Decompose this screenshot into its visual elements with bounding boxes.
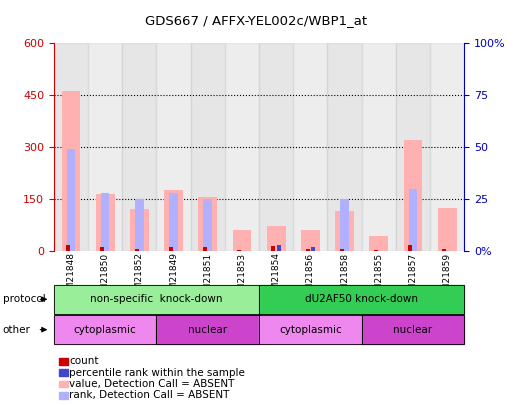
Bar — [267, 226, 286, 251]
Bar — [301, 230, 320, 251]
Bar — [203, 247, 207, 251]
Bar — [335, 211, 354, 251]
Bar — [232, 230, 251, 251]
Text: cytoplasmic: cytoplasmic — [279, 325, 342, 335]
Bar — [134, 249, 139, 251]
Bar — [396, 43, 430, 251]
Bar — [340, 199, 349, 251]
Bar — [327, 43, 362, 251]
Bar — [204, 199, 212, 251]
Bar — [362, 43, 396, 251]
Text: nuclear: nuclear — [393, 325, 432, 335]
Bar — [54, 43, 88, 251]
Bar — [408, 245, 412, 251]
Bar — [277, 245, 281, 251]
Text: protocol: protocol — [3, 294, 45, 304]
Text: value, Detection Call = ABSENT: value, Detection Call = ABSENT — [69, 379, 234, 389]
Bar — [225, 43, 259, 251]
Text: rank, Detection Call = ABSENT: rank, Detection Call = ABSENT — [69, 390, 230, 400]
Text: cytoplasmic: cytoplasmic — [74, 325, 136, 335]
Bar — [311, 247, 315, 251]
Bar — [369, 237, 388, 251]
Bar — [409, 188, 417, 251]
Bar — [101, 193, 109, 251]
Bar — [67, 149, 75, 251]
Bar — [442, 249, 446, 251]
Text: other: other — [3, 325, 30, 335]
Bar — [88, 43, 122, 251]
Bar — [130, 209, 149, 251]
Bar — [156, 43, 191, 251]
Text: dU2AF50 knock-down: dU2AF50 knock-down — [305, 294, 418, 304]
Bar — [430, 43, 464, 251]
Bar — [169, 193, 178, 251]
Bar — [374, 250, 378, 251]
Bar — [271, 246, 275, 251]
Bar — [135, 199, 144, 251]
Bar — [306, 249, 310, 251]
Bar — [66, 245, 70, 251]
Bar — [96, 194, 114, 251]
Bar — [259, 43, 293, 251]
Text: non-specific  knock-down: non-specific knock-down — [90, 294, 223, 304]
Bar — [164, 190, 183, 251]
Bar — [340, 249, 344, 251]
Bar — [199, 197, 217, 251]
Bar — [293, 43, 327, 251]
Bar — [438, 208, 457, 251]
Text: GDS667 / AFFX-YEL002c/WBP1_at: GDS667 / AFFX-YEL002c/WBP1_at — [146, 14, 367, 27]
Bar — [169, 247, 173, 251]
Bar — [122, 43, 156, 251]
Bar — [237, 250, 241, 251]
Bar — [62, 91, 81, 251]
Text: count: count — [69, 356, 99, 366]
Bar — [191, 43, 225, 251]
Bar — [101, 247, 105, 251]
Bar — [404, 140, 422, 251]
Text: nuclear: nuclear — [188, 325, 227, 335]
Text: percentile rank within the sample: percentile rank within the sample — [69, 368, 245, 377]
